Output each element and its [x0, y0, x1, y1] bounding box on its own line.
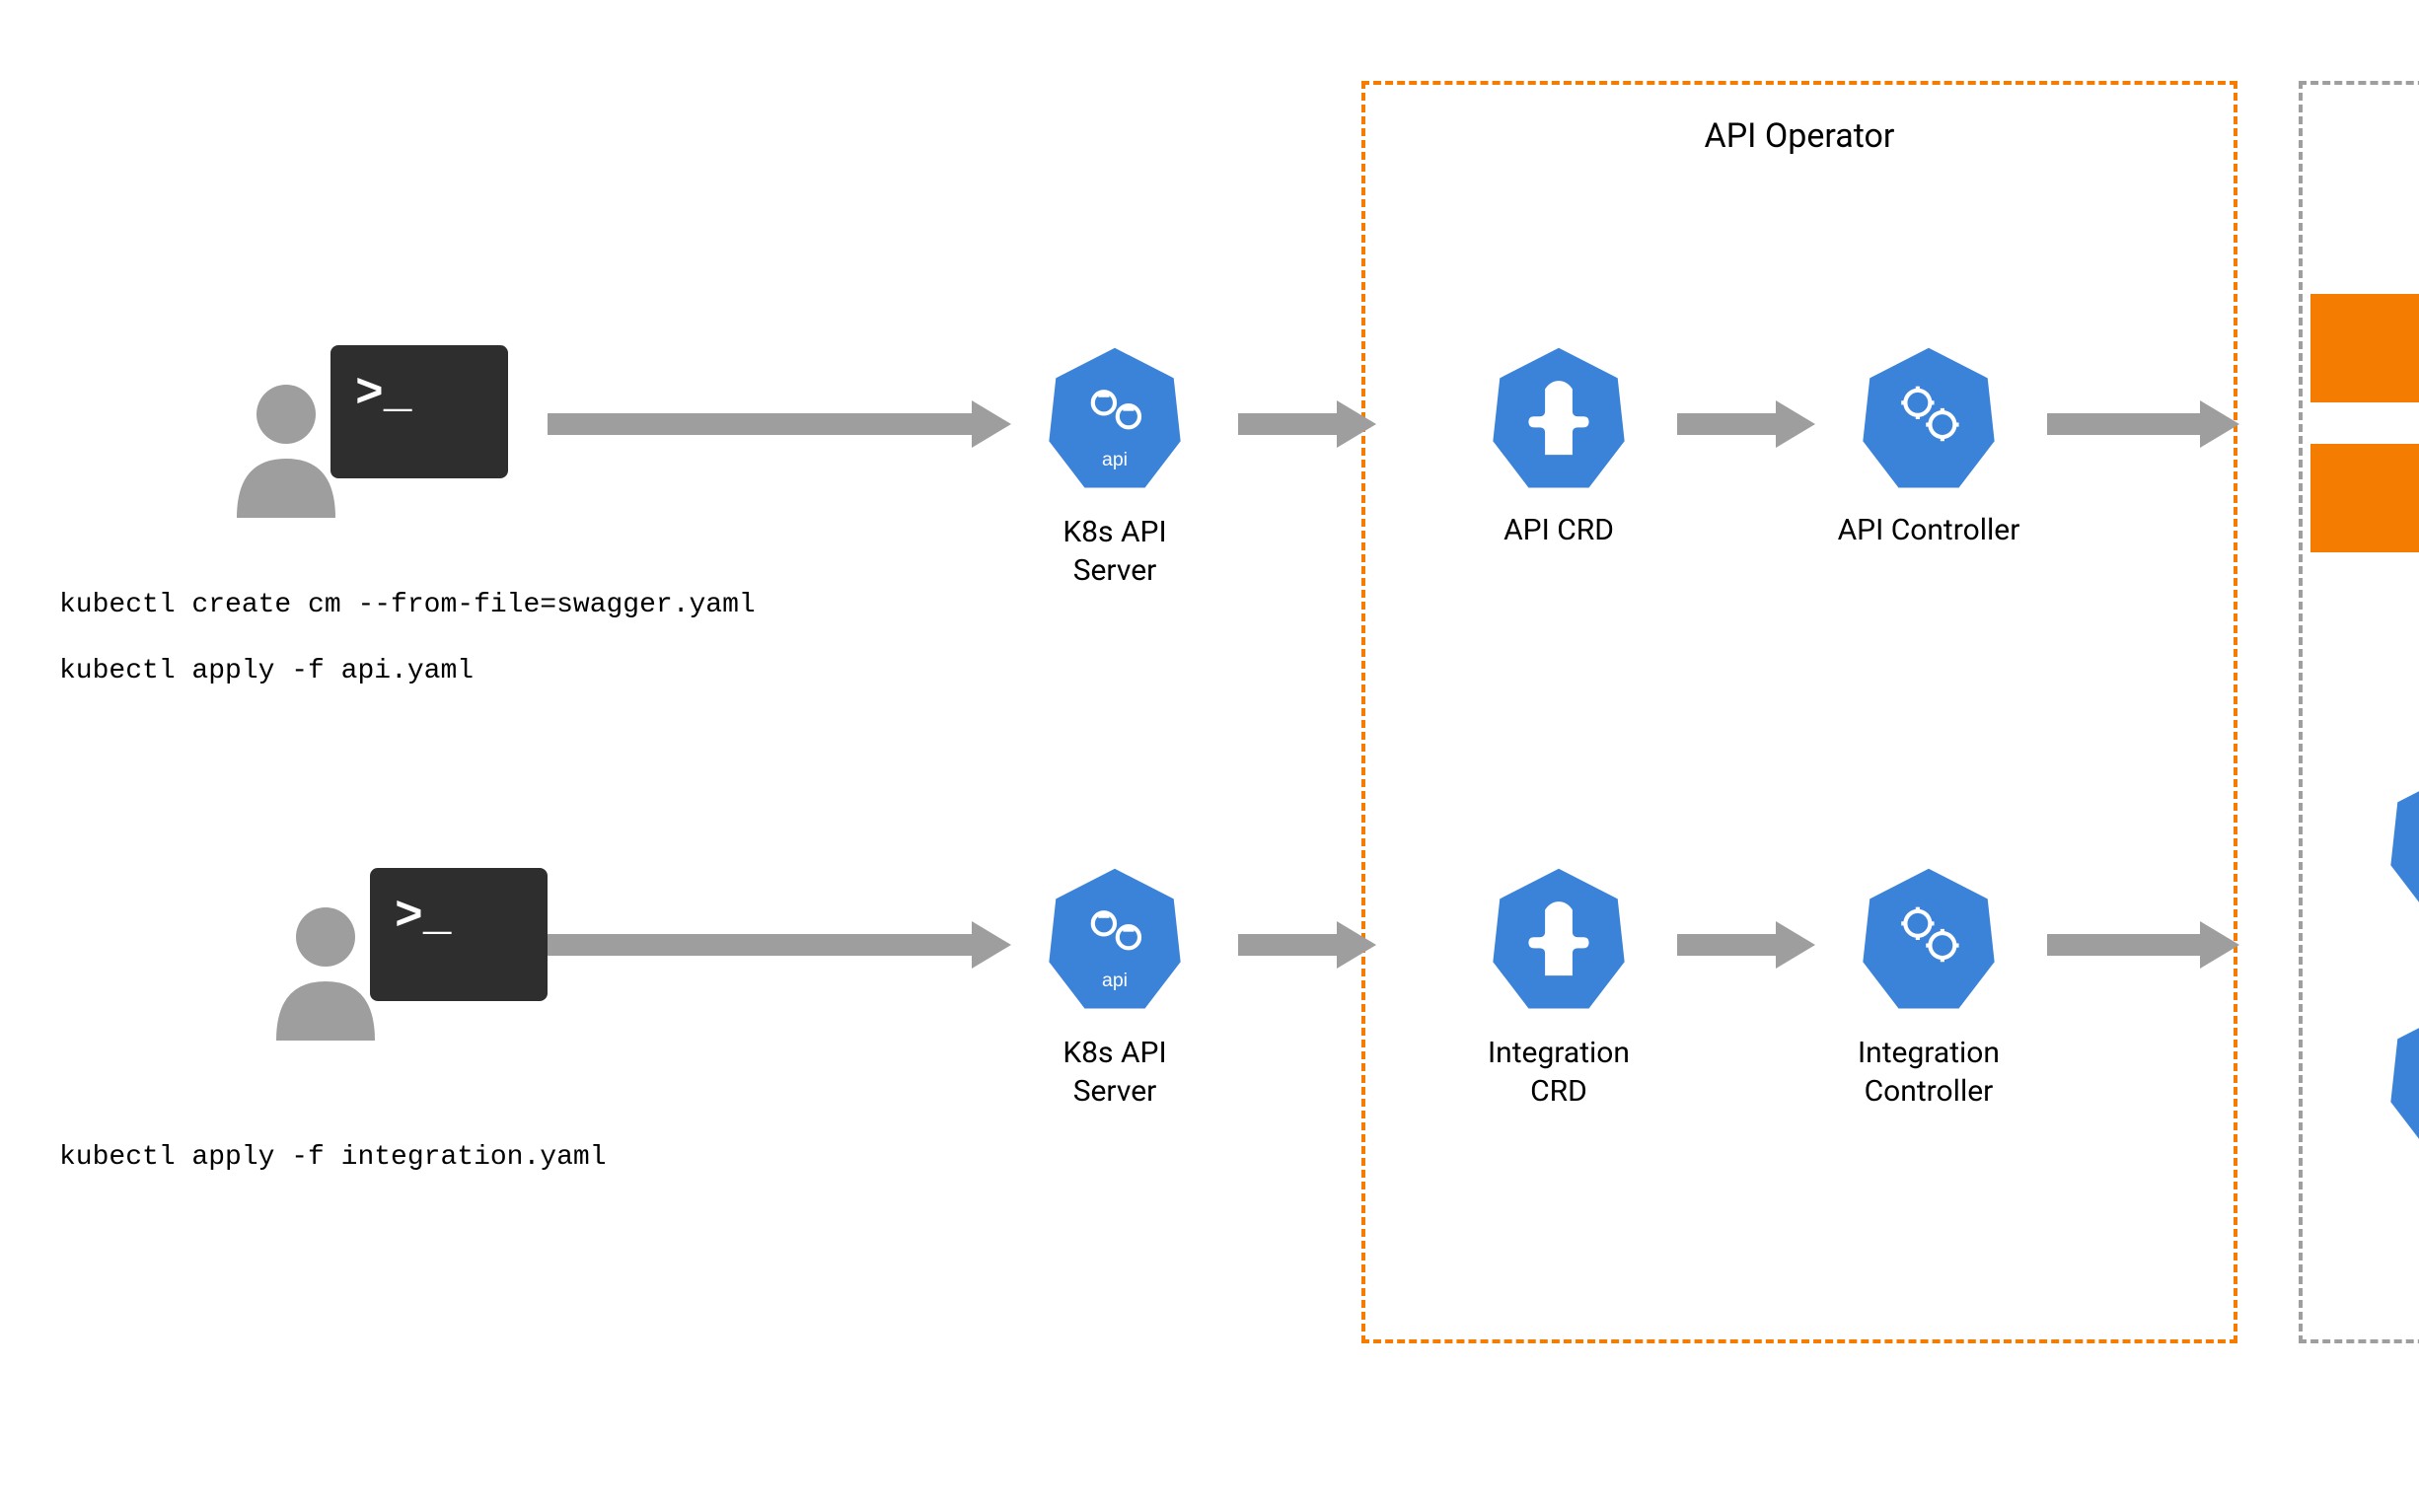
cropped-service-icon-1: [2387, 769, 2419, 917]
row1-cmd-2: kubectl apply -f api.yaml: [59, 656, 474, 686]
arrow-row2-2: [1238, 921, 1366, 969]
arrow-row2-4: [2047, 921, 2235, 969]
arrow-row1-3: [1677, 400, 1805, 448]
orange-bar-top-2: [2310, 444, 2419, 552]
k8s-api-server-icon-row1: api: [1046, 345, 1184, 493]
api-controller-icon: [1860, 345, 1998, 493]
row1-cmd-1: kubectl create cm --from-file=swagger.ya…: [59, 590, 756, 620]
integration-controller-icon: [1860, 866, 1998, 1014]
api-crd-icon: [1490, 345, 1628, 493]
integration-crd-label: Integration CRD: [1440, 1034, 1677, 1111]
api-controller-label: API Controller: [1786, 513, 2072, 547]
integration-controller-label: Integration Controller: [1786, 1034, 2072, 1111]
arrow-row2-3: [1677, 921, 1805, 969]
user-terminal-row1: >_: [232, 335, 518, 522]
user-terminal-row2: >_: [271, 858, 557, 1044]
svg-text:api: api: [1102, 970, 1128, 991]
svg-text:>_: >_: [355, 368, 412, 421]
arrow-row1-2: [1238, 400, 1366, 448]
k8s-api-server-label-row1: K8s API Server: [996, 513, 1233, 590]
k8s-api-server-icon-row2: api: [1046, 866, 1184, 1014]
api-operator-title: API Operator: [1361, 116, 2237, 156]
arrow-row2-1: [548, 921, 1001, 969]
api-operator-box: [1361, 81, 2237, 1343]
k8s-api-server-label-row2: K8s API Server: [996, 1034, 1233, 1111]
arrow-row1-4: [2047, 400, 2235, 448]
svg-text:api: api: [1102, 449, 1128, 470]
cropped-service-icon-2: [2387, 1006, 2419, 1154]
row2-cmd-1: kubectl apply -f integration.yaml: [59, 1142, 607, 1173]
api-crd-label: API CRD: [1440, 513, 1677, 547]
integration-crd-icon: [1490, 866, 1628, 1014]
right-gray-box: [2299, 81, 2419, 1343]
arrow-row1-1: [548, 400, 1001, 448]
orange-bar-top-1: [2310, 294, 2419, 402]
svg-text:>_: >_: [395, 891, 452, 944]
